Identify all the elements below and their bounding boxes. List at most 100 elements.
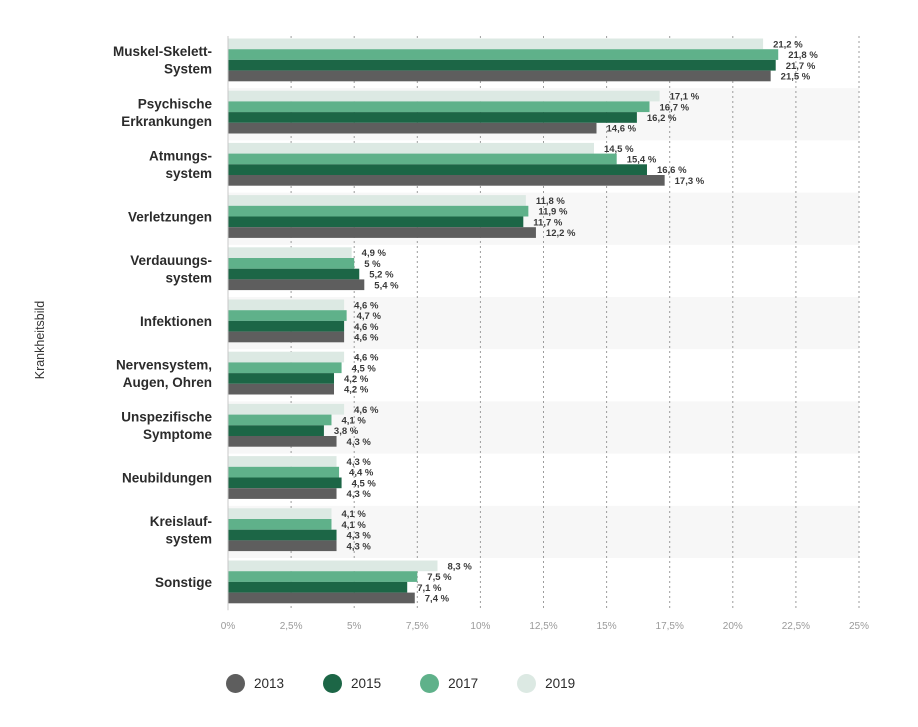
bar xyxy=(228,436,337,447)
data-label: 4,6 % xyxy=(354,332,379,343)
bar xyxy=(228,216,524,228)
bar xyxy=(228,373,335,384)
category-label: Infektionen xyxy=(140,314,212,329)
legend-swatch xyxy=(226,674,245,693)
data-label: 7,5 % xyxy=(427,572,452,583)
category-label: Verletzungen xyxy=(128,210,212,225)
chart-legend: 2013 2015 2017 2019 xyxy=(226,674,614,693)
category-label: Erkrankungen xyxy=(121,114,212,129)
bar xyxy=(228,540,337,552)
data-label: 4,6 % xyxy=(354,353,379,364)
category-label: Verdauungs- xyxy=(130,253,212,268)
data-label: 3,8 % xyxy=(334,426,359,437)
bar xyxy=(228,403,345,415)
data-label: 7,4 % xyxy=(425,593,450,604)
data-label: 4,3 % xyxy=(347,457,372,468)
legend-item: 2017 xyxy=(420,674,478,693)
data-label: 16,2 % xyxy=(647,113,677,124)
bar xyxy=(228,592,415,604)
bar xyxy=(228,195,526,206)
bar xyxy=(228,59,776,71)
bar xyxy=(228,362,342,374)
x-tick-label: 15% xyxy=(597,621,617,632)
data-label: 21,7 % xyxy=(786,61,816,72)
x-tick-label: 7,5% xyxy=(406,621,429,632)
bar xyxy=(228,279,365,291)
bar xyxy=(228,560,438,572)
data-label: 4,6 % xyxy=(354,405,379,416)
category-label: system xyxy=(165,270,212,285)
data-label: 4,7 % xyxy=(357,311,382,322)
data-label: 4,1 % xyxy=(341,520,366,531)
category-label: Sonstige xyxy=(155,575,212,590)
bar xyxy=(228,49,779,60)
bar xyxy=(228,38,764,50)
bar xyxy=(228,425,324,436)
data-label: 5 % xyxy=(364,259,381,270)
bar xyxy=(228,268,360,280)
category-label: Muskel-Skelett- xyxy=(113,44,212,59)
bar xyxy=(228,488,337,499)
bar xyxy=(228,112,637,123)
bar xyxy=(228,90,660,102)
legend-label: 2019 xyxy=(545,676,576,691)
bar xyxy=(228,258,355,269)
category-label: Augen, Ohren xyxy=(123,375,212,390)
data-label: 15,4 % xyxy=(627,154,657,165)
data-label: 16,6 % xyxy=(657,165,687,176)
data-label: 14,5 % xyxy=(604,144,634,155)
data-label: 21,8 % xyxy=(788,50,818,61)
data-label: 4,2 % xyxy=(344,374,369,385)
data-label: 12,2 % xyxy=(546,228,576,239)
legend-swatch xyxy=(420,674,440,693)
legend-label: 2017 xyxy=(448,676,479,691)
bar xyxy=(228,299,345,311)
legend-label: 2015 xyxy=(351,676,382,691)
data-label: 4,6 % xyxy=(354,300,379,311)
bar xyxy=(228,101,650,113)
x-tick-label: 0% xyxy=(221,621,236,632)
bar xyxy=(228,529,337,541)
x-tick-label: 25% xyxy=(849,621,869,632)
category-label: System xyxy=(164,62,212,77)
category-label: Kreislauf- xyxy=(150,514,212,529)
data-label: 4,5 % xyxy=(352,478,377,489)
bar xyxy=(228,351,345,363)
bar xyxy=(228,153,617,165)
data-label: 5,2 % xyxy=(369,270,394,281)
legend-label: 2013 xyxy=(254,676,285,691)
category-label: Nervensystem, xyxy=(116,357,212,372)
data-label: 4,1 % xyxy=(341,509,366,520)
data-label: 4,3 % xyxy=(347,531,372,542)
bar xyxy=(228,456,337,467)
legend-item: 2013 xyxy=(226,674,284,693)
bar xyxy=(228,383,335,395)
data-label: 8,3 % xyxy=(447,561,472,572)
legend-item: 2015 xyxy=(323,674,381,693)
x-tick-label: 20% xyxy=(723,621,743,632)
bar xyxy=(228,466,340,478)
x-tick-label: 2,5% xyxy=(280,621,303,632)
data-label: 4,6 % xyxy=(354,322,379,333)
data-label: 17,1 % xyxy=(670,92,700,103)
data-label: 4,1 % xyxy=(341,415,366,426)
bar xyxy=(228,205,529,217)
data-label: 4,3 % xyxy=(347,541,372,552)
bar xyxy=(228,320,345,332)
bar xyxy=(228,571,418,582)
data-label: 16,7 % xyxy=(660,102,690,113)
data-label: 4,3 % xyxy=(347,437,372,448)
x-tick-label: 22,5% xyxy=(782,621,810,632)
bar xyxy=(228,519,332,530)
data-label: 21,2 % xyxy=(773,39,803,50)
bar xyxy=(228,142,594,154)
bar xyxy=(228,227,536,238)
category-label: system xyxy=(165,531,212,546)
bar xyxy=(228,581,408,593)
bar xyxy=(228,70,771,82)
bar xyxy=(228,122,597,134)
x-tick-label: 12,5% xyxy=(529,621,557,632)
data-label: 7,1 % xyxy=(417,583,442,594)
legend-item: 2019 xyxy=(517,674,575,693)
